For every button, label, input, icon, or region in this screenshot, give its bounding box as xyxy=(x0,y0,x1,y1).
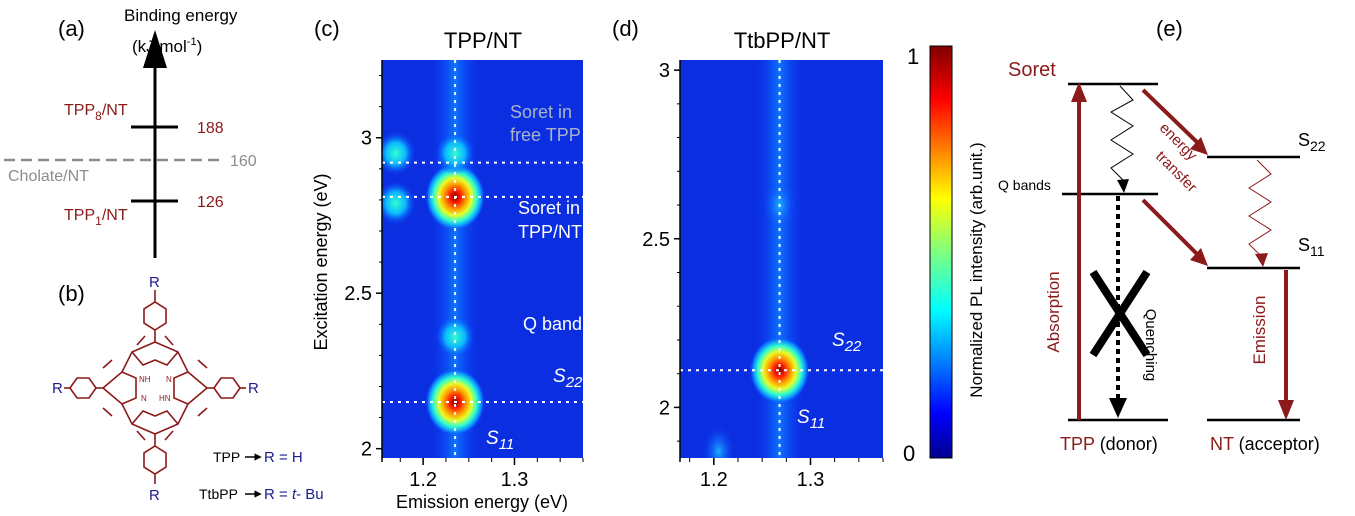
annotation-s22-d: S22 xyxy=(832,330,862,355)
annotation-s11-c: S11 xyxy=(486,428,514,453)
annotation-s22-c: S22 xyxy=(553,366,583,391)
quenching-label: Quenching xyxy=(1142,309,1159,382)
tpp-name: TPP xyxy=(213,449,240,465)
panel-b-label: (b) xyxy=(58,281,85,306)
y-tick-label: 2 xyxy=(361,439,372,461)
absorption-arrowhead xyxy=(1071,82,1087,102)
acceptor-label: NT (acceptor) xyxy=(1210,434,1320,454)
colorbar-label: Normalized PL intensity (arb.unit.) xyxy=(967,142,986,397)
heatmap-peak xyxy=(435,314,476,359)
donor-label: TPP (donor) xyxy=(1060,434,1158,454)
ttbpp-rhs: R = t- Bu xyxy=(264,486,324,503)
panel-e-label: (e) xyxy=(1156,16,1183,41)
binding-energy-arrowhead xyxy=(143,30,167,68)
axes-c: 2 2.5 3 1.2 1.3 xyxy=(344,60,584,491)
quenching-arrowhead xyxy=(1109,398,1127,418)
heatmap-peak xyxy=(749,336,810,405)
energy-transfer-arrowhead-1 xyxy=(1190,137,1208,155)
r-bottom: R xyxy=(149,487,160,504)
energy-transfer-arrowhead-2 xyxy=(1190,248,1208,266)
annotation-soret-nt-1: Soret in xyxy=(518,198,580,218)
acceptor-relaxation-zigzag xyxy=(1248,159,1272,257)
annotation-q-band: Q band xyxy=(523,314,582,334)
tpp8-label: TPP8/NT xyxy=(64,102,128,123)
panel-c-title: TPP/NT xyxy=(444,28,522,53)
emission-arrowhead xyxy=(1278,400,1294,420)
axis-title: Binding energy xyxy=(124,6,238,25)
r-top: R xyxy=(149,274,160,291)
panel-a: (a) Binding energy (kJ.mol-1) TPP8/NT 18… xyxy=(4,6,257,258)
heatmap-peak xyxy=(702,425,735,458)
axis-unit-close: ) xyxy=(197,37,203,56)
nh-label: NH xyxy=(139,375,151,384)
heatmap-c xyxy=(382,60,583,458)
tpp1-value: 126 xyxy=(197,194,224,211)
x-tick-label: 1.3 xyxy=(501,469,529,491)
axes-d: 2 2.5 3 1.2 1.3 xyxy=(642,60,884,491)
colorbar-max: 1 xyxy=(907,44,919,69)
cholate-value: 160 xyxy=(230,153,257,170)
acceptor-relaxation-arrowhead xyxy=(1255,253,1268,267)
panel-d-title: TtbPP/NT xyxy=(734,28,831,53)
heatmap-peak xyxy=(435,131,476,176)
annotation-soret-nt-2: TPP/NT xyxy=(518,222,582,242)
panel-d-label: (d) xyxy=(612,16,639,41)
r-left: R xyxy=(52,380,63,397)
porphyrin-structure xyxy=(64,290,246,484)
x-tick-label: 1.2 xyxy=(700,469,728,491)
r-right: R xyxy=(248,380,259,397)
panel-a-label: (a) xyxy=(58,16,85,41)
x-tick-label: 1.2 xyxy=(409,469,437,491)
colorbar-gradient xyxy=(929,45,953,459)
panel-c-xlabel: Emission energy (eV) xyxy=(396,492,568,512)
y-tick-label: 3 xyxy=(659,60,670,82)
quenching-cross-2 xyxy=(1089,269,1151,358)
y-tick-label: 2 xyxy=(659,397,670,419)
annotation-soret-free-2: free TPP xyxy=(510,125,581,145)
s22-label: S22 xyxy=(1298,130,1326,154)
tpp1-label: TPP1/NT xyxy=(64,207,128,228)
absorption-label: Absorption xyxy=(1044,271,1063,352)
s11-label: S11 xyxy=(1298,235,1325,259)
n-label-1: N xyxy=(166,375,172,384)
annotation-s11-d: S11 xyxy=(797,407,825,432)
panel-d: (d) TtbPP/NT 2 2.5 3 1.2 1.3 S22 S11 xyxy=(612,16,884,491)
guides-d xyxy=(680,60,883,458)
emission-label: Emission xyxy=(1250,296,1269,365)
guides-c xyxy=(382,60,583,458)
donor-relaxation-arrowhead xyxy=(1117,179,1129,193)
panel-b: (b) xyxy=(52,274,324,504)
heatmap-d xyxy=(680,60,883,458)
annotation-soret-free-1: Soret in xyxy=(510,102,572,122)
axis-unit: (kJ.mol-1) xyxy=(132,36,202,56)
colorbar: 1 0 Normalized PL intensity (arb.unit.) xyxy=(903,44,986,466)
panel-c: (c) TPP/NT 2 2.5 3 1.2 1.3 Soret in free TPP… xyxy=(311,16,584,512)
y-tick-label: 2.5 xyxy=(344,283,372,305)
axis-unit-exp: -1 xyxy=(187,36,197,48)
energy-transfer-arrow-2 xyxy=(1141,198,1202,259)
ttbpp-name: TtbPP xyxy=(199,486,238,502)
axis-title-line1: Binding energy xyxy=(124,6,238,25)
energy-transfer-arrow-1 xyxy=(1141,88,1202,147)
panel-c-label: (c) xyxy=(314,16,340,41)
n-label-2: N xyxy=(141,394,147,403)
donor-relaxation-zigzag xyxy=(1110,85,1134,181)
colorbar-min: 0 xyxy=(903,441,915,466)
tpp8-value: 188 xyxy=(197,120,224,137)
cholate-label: Cholate/NT xyxy=(8,168,89,185)
heatmap-peak xyxy=(382,181,416,226)
x-tick-label: 1.3 xyxy=(797,469,825,491)
q-bands-label: Q bands xyxy=(998,177,1051,193)
hn-label: HN xyxy=(159,394,171,403)
panel-c-ylabel: Excitation energy (eV) xyxy=(311,173,331,350)
heatmap-peak xyxy=(382,131,416,176)
soret-label: Soret xyxy=(1008,59,1056,81)
panel-e: (e) Absorption Quenching energy transfer xyxy=(998,16,1326,454)
y-tick-label: 3 xyxy=(361,128,372,150)
tpp-rhs: R = H xyxy=(264,449,303,466)
y-tick-label: 2.5 xyxy=(642,229,670,251)
